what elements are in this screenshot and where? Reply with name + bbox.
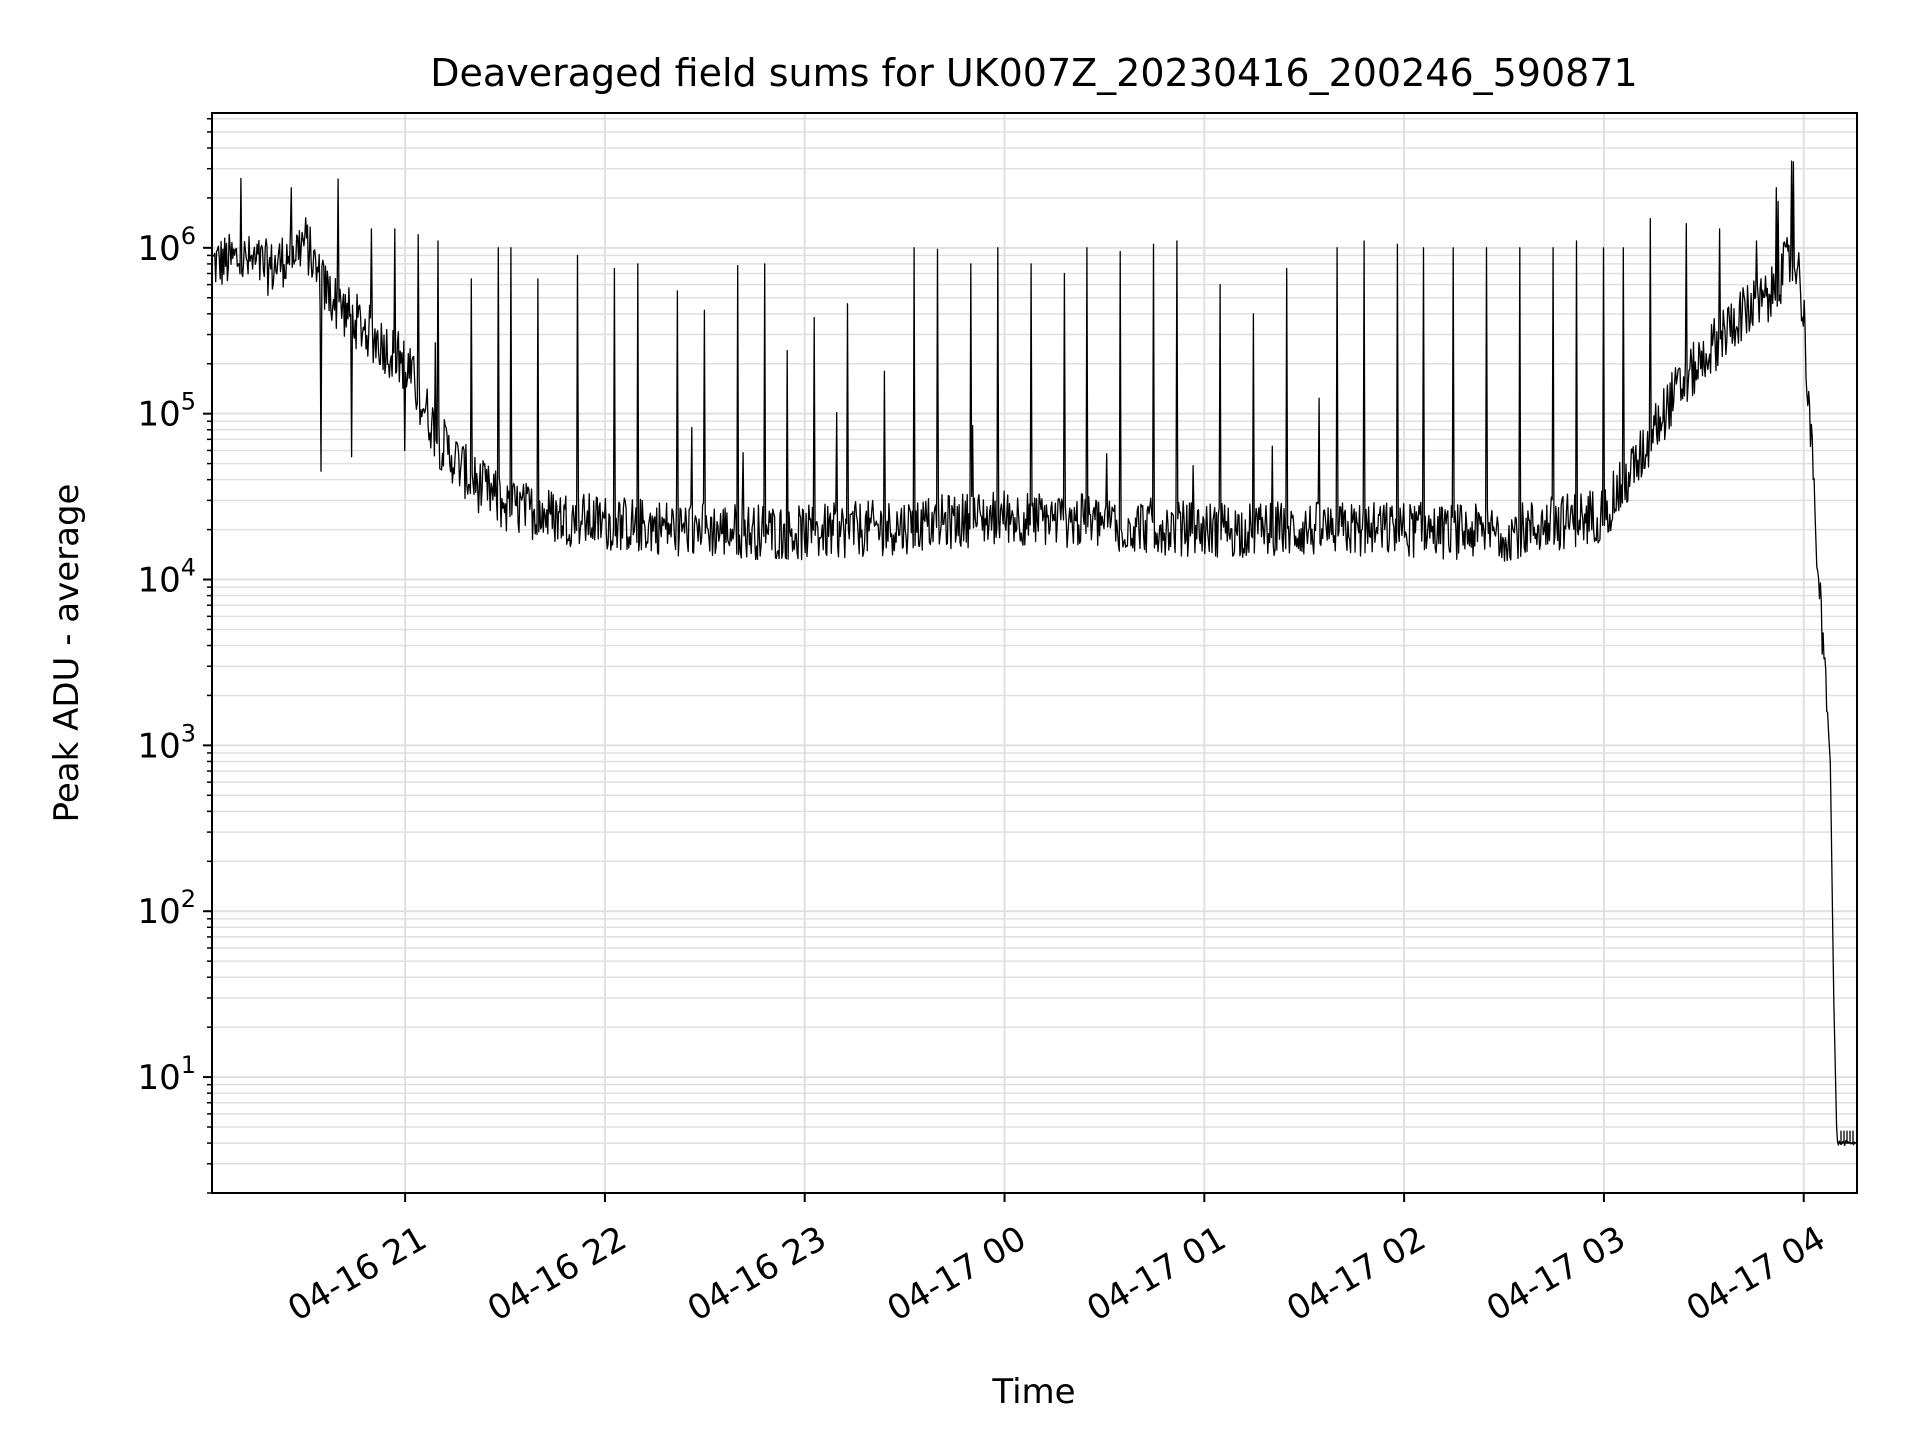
x-tick-label: 04-17 00: [881, 1218, 1033, 1329]
chart-title: Deaveraged field sums for UK007Z_2023041…: [430, 51, 1637, 95]
x-tick-label: 04-17 01: [1080, 1218, 1232, 1329]
x-tick-label: 04-17 02: [1280, 1218, 1432, 1329]
series-layer: [212, 160, 1857, 1147]
x-axis: 04-16 21 04-16 22 04-16 23 04-17 00 04-17 01…: [281, 1193, 1832, 1329]
x-tick-label: 04-17 03: [1480, 1218, 1632, 1329]
x-tick-label: 04-16 23: [681, 1218, 833, 1329]
y-tick-label: 104: [137, 554, 196, 601]
y-axis: 101 102 103 104 105 106: [137, 118, 212, 1194]
x-tick-label: 04-16 22: [481, 1218, 633, 1329]
x-tick-label: 04-16 21: [281, 1218, 433, 1329]
plot-frame: [211, 112, 1858, 1194]
y-tick-label: 102: [137, 885, 196, 932]
series-line: [212, 160, 1857, 1147]
grid: [212, 113, 1857, 1194]
y-tick-label: 103: [137, 719, 196, 766]
x-axis-label: Time: [991, 1372, 1075, 1412]
y-tick-label: 106: [137, 222, 196, 269]
x-tick-label: 04-17 04: [1680, 1218, 1832, 1329]
y-axis-label: Peak ADU - average: [47, 484, 87, 823]
y-tick-label: 101: [137, 1051, 196, 1098]
y-tick-label: 105: [137, 388, 196, 435]
